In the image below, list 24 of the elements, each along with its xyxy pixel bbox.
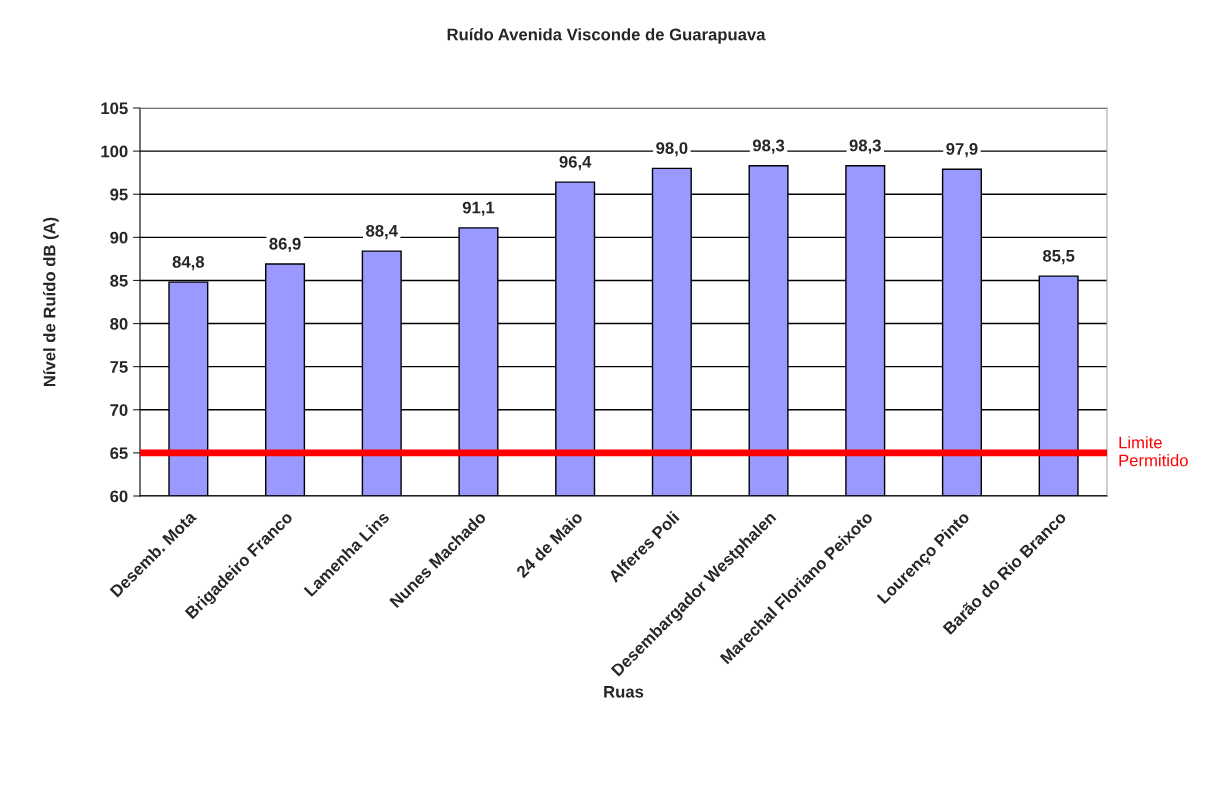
data-label: 98,3 xyxy=(849,139,881,154)
y-tick-label: 75 xyxy=(110,361,128,373)
y-tick-label: 85 xyxy=(110,274,128,287)
data-label: 98,0 xyxy=(656,142,688,157)
y-tick-label: 105 xyxy=(101,102,128,115)
y-tick-label: 90 xyxy=(110,231,128,244)
data-label: 86,9 xyxy=(269,237,301,253)
data-label: 97,9 xyxy=(946,143,978,158)
y-axis-title: Nível de Ruído dB (A) xyxy=(43,217,59,387)
y-tick-label: 80 xyxy=(110,317,128,330)
data-label: 96,4 xyxy=(559,155,592,171)
data-label: 91,1 xyxy=(462,201,495,216)
chart-title: Ruído Avenida Visconde de Guarapuava xyxy=(447,28,766,44)
data-label: 85,5 xyxy=(1042,249,1075,265)
data-label: 98,3 xyxy=(752,139,785,154)
y-tick-label: 100 xyxy=(101,145,128,158)
x-axis-title: Ruas xyxy=(604,686,644,698)
data-label: 84,8 xyxy=(172,255,205,271)
data-label: 88,4 xyxy=(366,224,398,240)
y-tick-label: 70 xyxy=(110,404,128,416)
y-tick-label: 60 xyxy=(110,490,128,503)
y-tick-label: 65 xyxy=(110,447,128,460)
y-tick-label: 95 xyxy=(110,188,128,201)
ref-line-label: Limite Permitido xyxy=(1119,436,1188,467)
